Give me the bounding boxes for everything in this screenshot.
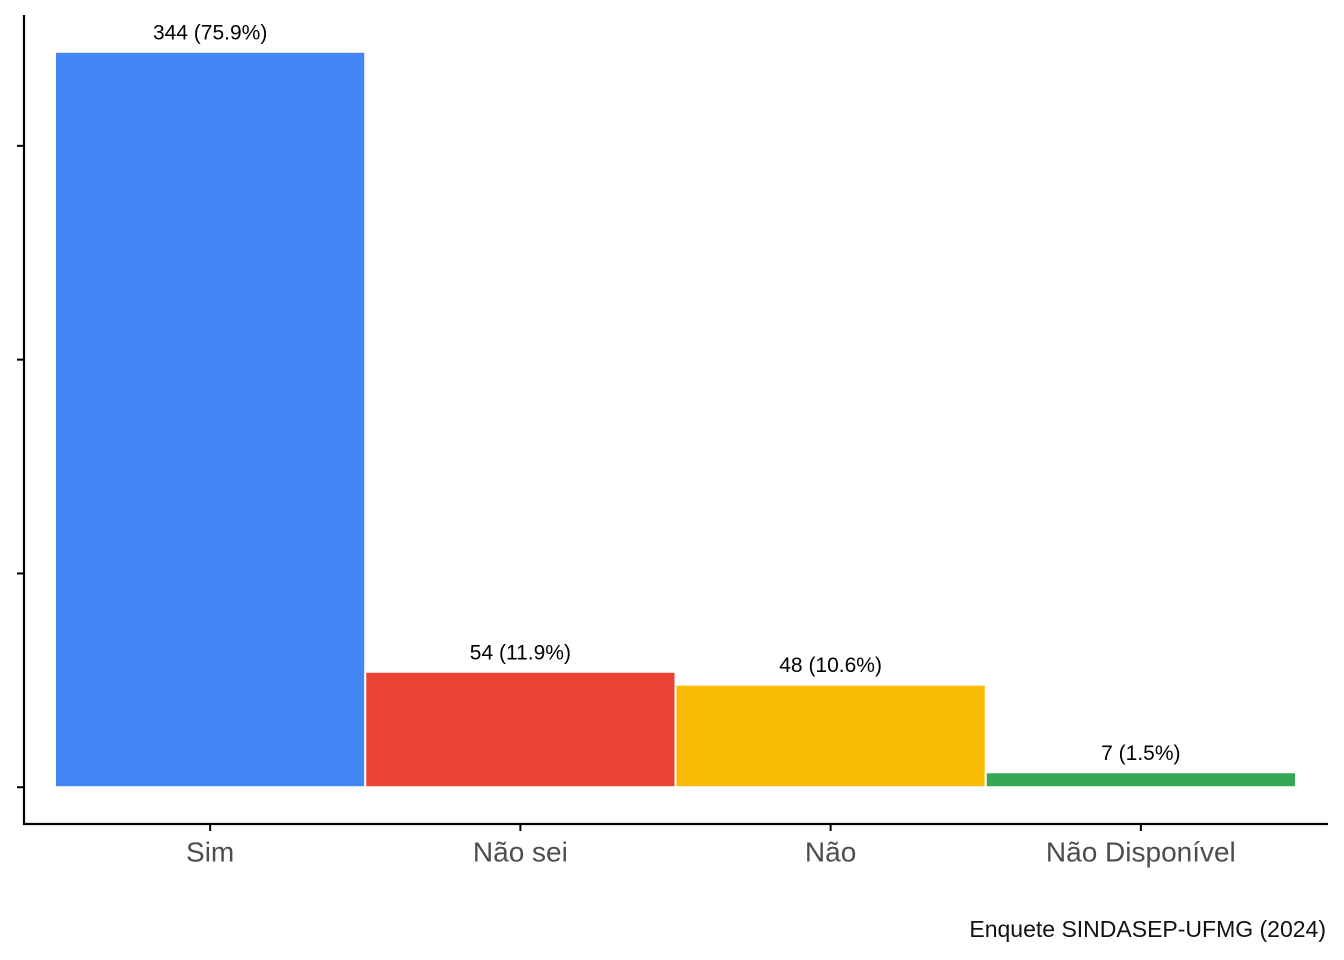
value-label: 344 (75.9%) (153, 21, 267, 44)
value-label: 7 (1.5%) (1101, 742, 1180, 765)
bar (54, 50, 367, 789)
value-label: 48 (10.6%) (779, 654, 882, 677)
caption: Enquete SINDASEP-UFMG (2024) (969, 916, 1326, 942)
bar (364, 670, 677, 789)
x-tick-label: Não sei (473, 836, 568, 867)
value-label: 54 (11.9%) (470, 641, 571, 664)
x-tick-label: Não (805, 836, 856, 867)
x-tick-label: Sim (186, 836, 234, 867)
bar (984, 771, 1297, 789)
bar (674, 683, 987, 789)
x-tick-label: Não Disponível (1046, 836, 1236, 867)
